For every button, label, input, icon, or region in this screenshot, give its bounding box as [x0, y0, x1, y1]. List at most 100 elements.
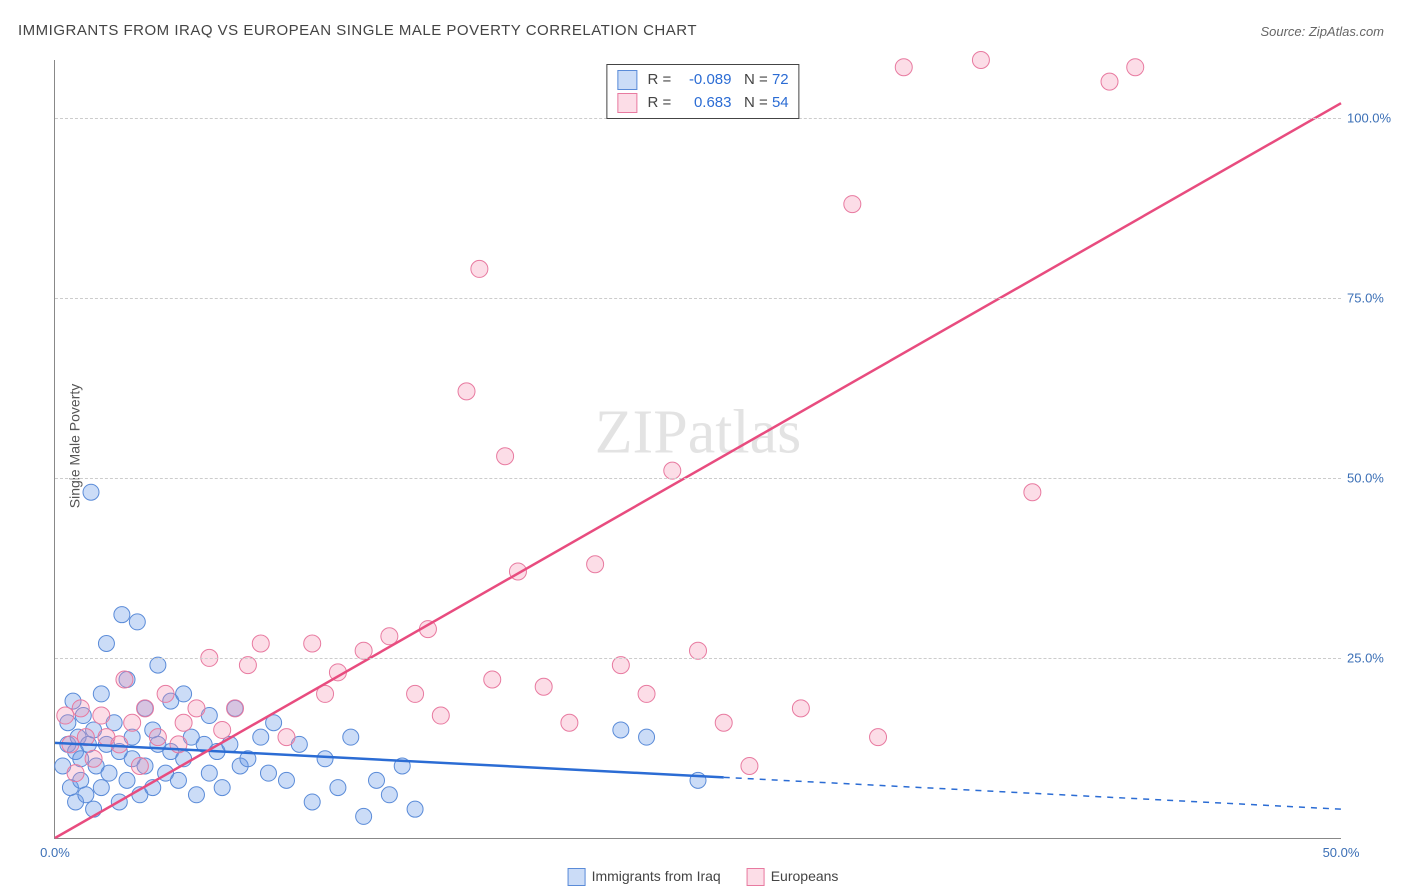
scatter-point — [304, 635, 321, 652]
scatter-point — [613, 722, 629, 738]
scatter-point — [101, 765, 117, 781]
trend-line — [55, 743, 724, 777]
scatter-point — [57, 707, 74, 724]
scatter-point — [484, 671, 501, 688]
scatter-point — [1024, 484, 1041, 501]
legend-swatch — [568, 868, 586, 886]
scatter-point — [407, 801, 423, 817]
stats-r-value: 0.683 — [675, 92, 731, 115]
scatter-point — [214, 780, 230, 796]
scatter-point — [317, 751, 333, 767]
scatter-point — [188, 700, 205, 717]
trend-line-extrapolated — [724, 777, 1341, 809]
scatter-point — [78, 787, 94, 803]
scatter-point — [587, 556, 604, 573]
chart-title: IMMIGRANTS FROM IRAQ VS EUROPEAN SINGLE … — [18, 22, 697, 39]
scatter-point — [972, 52, 989, 69]
scatter-point — [330, 780, 346, 796]
chart-container: IMMIGRANTS FROM IRAQ VS EUROPEAN SINGLE … — [0, 0, 1406, 892]
legend-item: Immigrants from Iraq — [568, 868, 721, 886]
scatter-point — [369, 772, 385, 788]
scatter-point — [355, 642, 372, 659]
trend-line — [55, 103, 1341, 838]
y-tick-label: 75.0% — [1347, 290, 1401, 305]
stats-r-value: -0.089 — [675, 69, 731, 92]
stats-r-label: R = — [648, 71, 676, 88]
source-label: Source: ZipAtlas.com — [1260, 24, 1384, 39]
scatter-point — [639, 729, 655, 745]
scatter-point — [188, 787, 204, 803]
scatter-point — [895, 59, 912, 76]
scatter-point — [72, 700, 89, 717]
stats-swatch — [617, 93, 637, 113]
y-tick-label: 25.0% — [1347, 650, 1401, 665]
scatter-point — [157, 685, 174, 702]
scatter-point — [690, 642, 707, 659]
legend-bottom: Immigrants from Iraq Europeans — [568, 868, 839, 886]
x-tick-label: 0.0% — [40, 845, 70, 860]
stats-n-label: N = — [744, 94, 772, 111]
scatter-point — [458, 383, 475, 400]
scatter-point — [304, 794, 320, 810]
scatter-point — [85, 750, 102, 767]
legend-item: Europeans — [747, 868, 839, 886]
scatter-point — [741, 757, 758, 774]
scatter-point — [98, 636, 114, 652]
scatter-point — [278, 772, 294, 788]
scatter-point — [432, 707, 449, 724]
scatter-point — [119, 772, 135, 788]
scatter-point — [260, 765, 276, 781]
scatter-point — [124, 714, 141, 731]
scatter-point — [1127, 59, 1144, 76]
y-tick-label: 100.0% — [1347, 110, 1401, 125]
legend-label: Europeans — [771, 868, 839, 884]
scatter-point — [253, 729, 269, 745]
scatter-point — [227, 700, 244, 717]
scatter-point — [638, 685, 655, 702]
scatter-point — [150, 657, 166, 673]
scatter-point — [664, 462, 681, 479]
scatter-point — [561, 714, 578, 731]
scatter-point — [201, 765, 217, 781]
scatter-point — [114, 607, 130, 623]
stats-swatch — [617, 70, 637, 90]
scatter-point — [116, 671, 133, 688]
scatter-point — [131, 757, 148, 774]
scatter-point — [471, 260, 488, 277]
x-tick-label: 50.0% — [1323, 845, 1360, 860]
scatter-point — [1101, 73, 1118, 90]
scatter-point — [844, 196, 861, 213]
scatter-point — [83, 484, 99, 500]
scatter-point — [870, 729, 887, 746]
scatter-point — [792, 700, 809, 717]
scatter-point — [214, 721, 231, 738]
scatter-svg — [55, 60, 1341, 838]
scatter-point — [175, 714, 192, 731]
scatter-point — [129, 614, 145, 630]
stats-n-value: 54 — [772, 94, 789, 111]
plot-area: ZIPatlas 25.0%50.0%75.0%100.0%0.0%50.0% — [54, 60, 1341, 839]
scatter-point — [93, 707, 110, 724]
scatter-point — [343, 729, 359, 745]
legend-label: Immigrants from Iraq — [592, 868, 721, 884]
stats-box: R = -0.089 N = 72 R = 0.683 N = 54 — [606, 64, 799, 119]
stats-n-label: N = — [744, 71, 772, 88]
scatter-point — [239, 657, 256, 674]
stats-row: R = -0.089 N = 72 — [617, 69, 788, 92]
stats-row: R = 0.683 N = 54 — [617, 92, 788, 115]
scatter-point — [137, 700, 154, 717]
y-tick-label: 50.0% — [1347, 470, 1401, 485]
scatter-point — [149, 729, 166, 746]
scatter-point — [356, 808, 372, 824]
scatter-point — [67, 765, 84, 782]
scatter-point — [93, 686, 109, 702]
scatter-point — [278, 729, 295, 746]
stats-r-label: R = — [648, 94, 676, 111]
scatter-point — [111, 736, 128, 753]
scatter-point — [381, 787, 397, 803]
scatter-point — [715, 714, 732, 731]
legend-swatch — [747, 868, 765, 886]
scatter-point — [176, 686, 192, 702]
scatter-point — [170, 772, 186, 788]
stats-n-value: 72 — [772, 71, 789, 88]
